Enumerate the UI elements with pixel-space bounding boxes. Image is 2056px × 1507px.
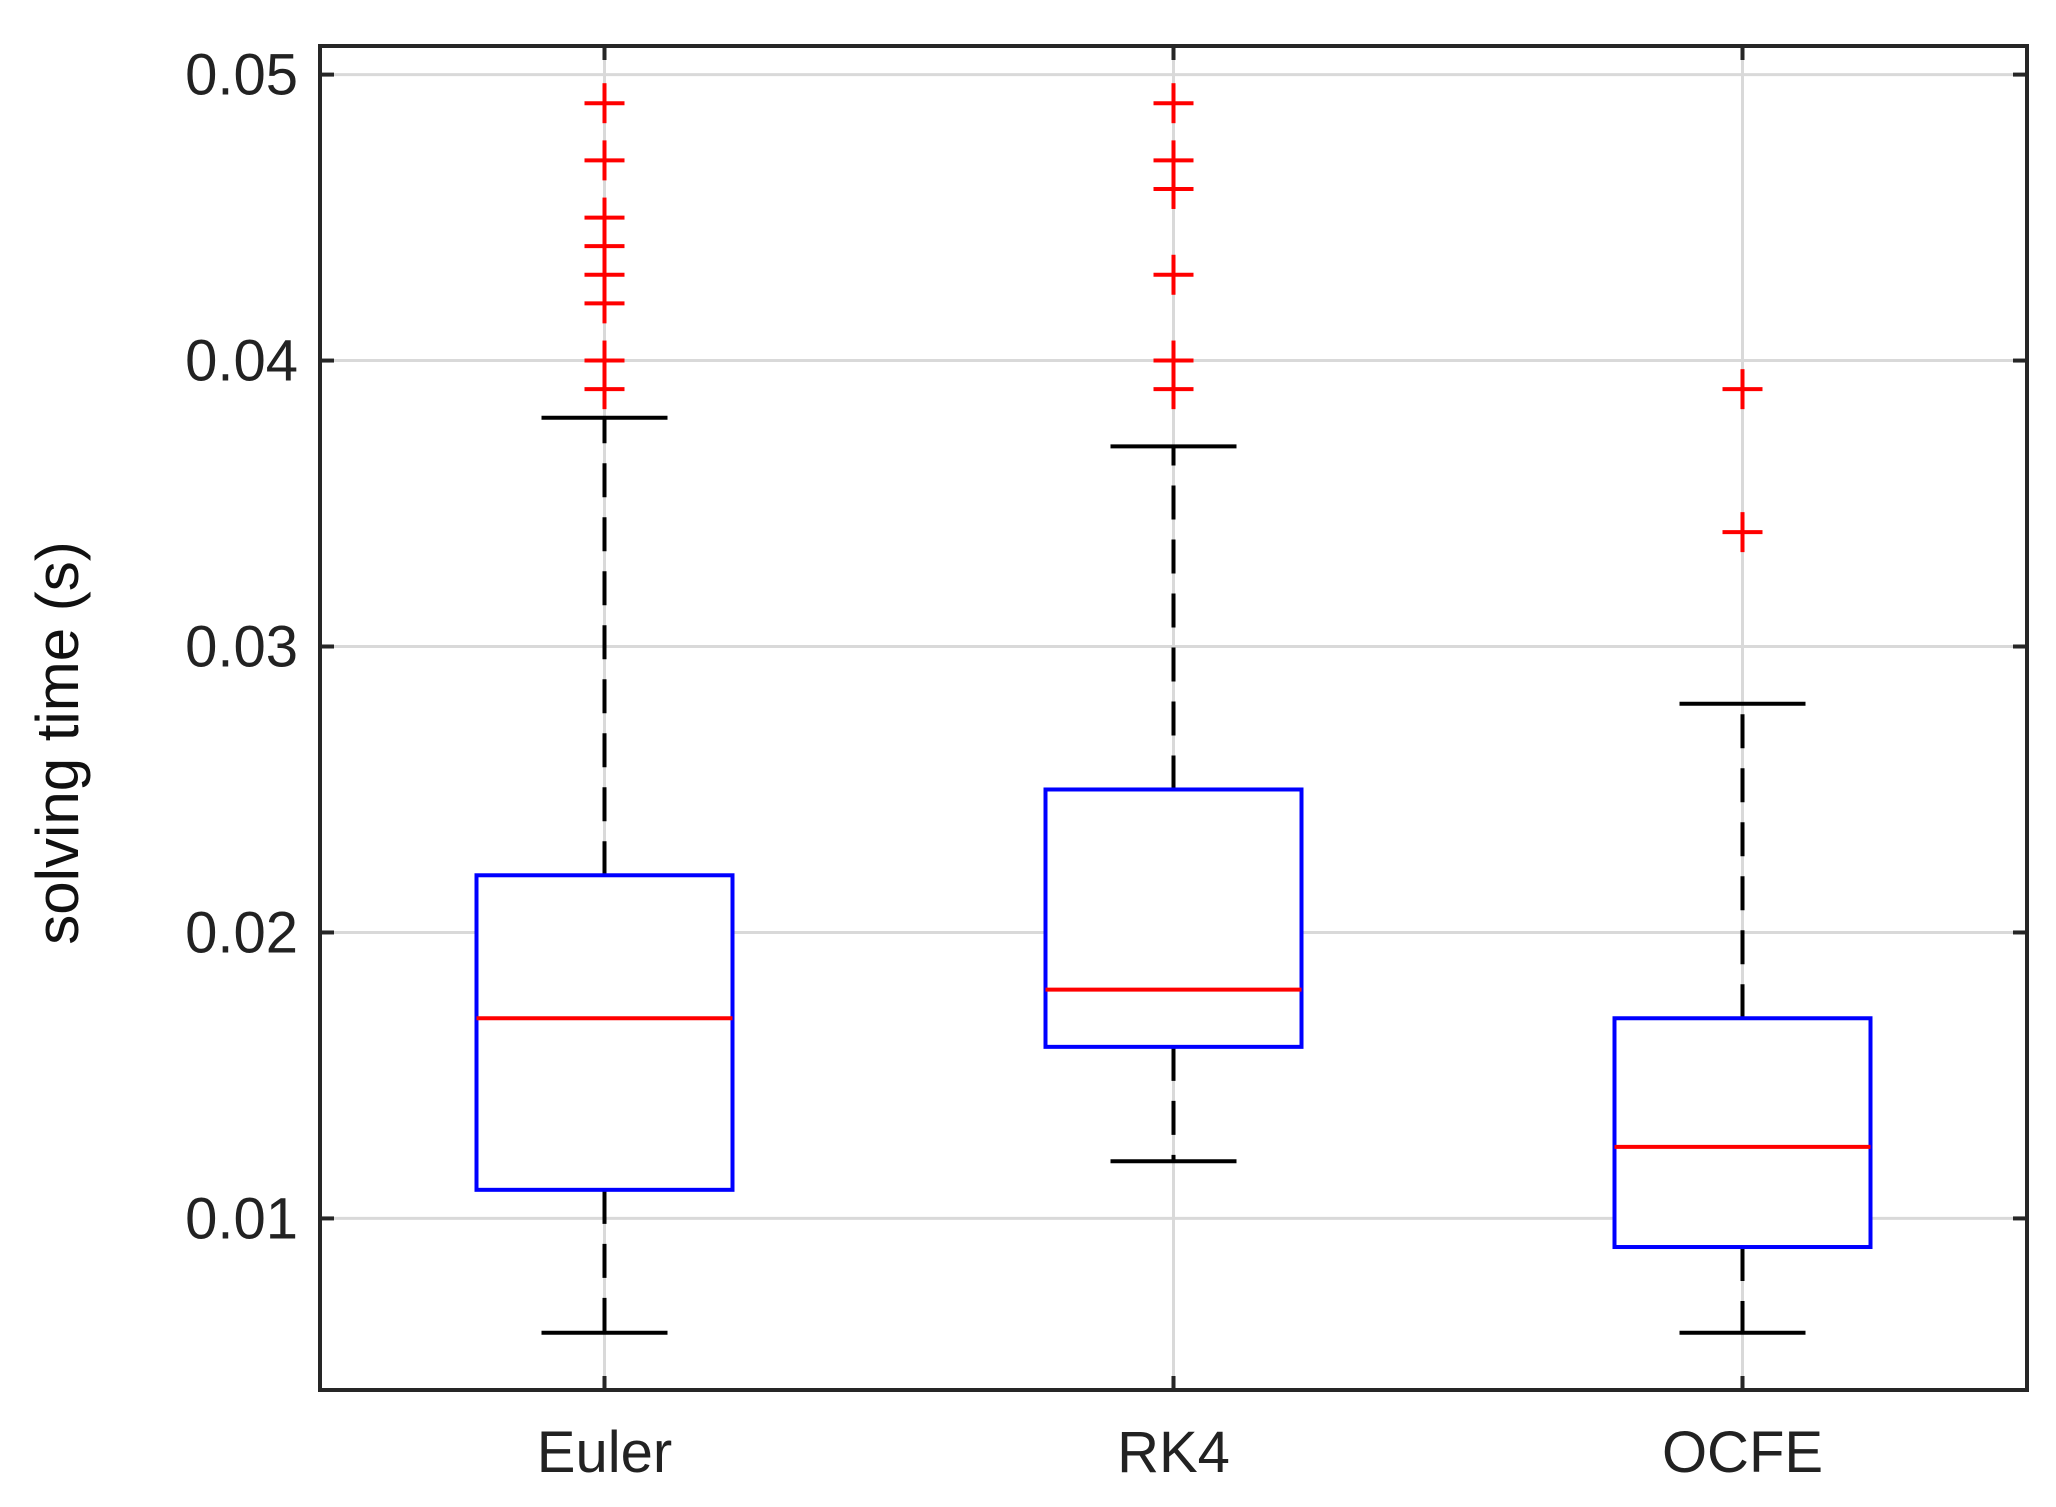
y-axis-title-group: solving time (s) [24, 541, 91, 944]
outlier-marker [584, 83, 625, 124]
y-axis-title: solving time (s) [24, 541, 91, 944]
x-tick-label: RK4 [1117, 1420, 1230, 1485]
y-tick-label: 0.04 [185, 329, 298, 394]
x-tick-label: Euler [537, 1420, 672, 1485]
outlier-marker [1722, 512, 1763, 553]
outlier-marker [1153, 83, 1194, 124]
box-group-ocfe [1612, 369, 1873, 1335]
outlier-marker [584, 197, 625, 238]
box-plots [474, 83, 1873, 1335]
outlier-marker [1153, 140, 1194, 181]
y-tick-label: 0.05 [185, 43, 298, 108]
outlier-marker [1153, 254, 1194, 295]
y-tick-label: 0.02 [185, 900, 298, 965]
outlier-marker [584, 140, 625, 181]
iqr-box [1612, 1016, 1873, 1250]
box-group-rk4 [1043, 83, 1304, 1164]
iqr-box [474, 873, 735, 1192]
x-tick-label: OCFE [1662, 1420, 1823, 1485]
y-tick-label: 0.01 [185, 1186, 298, 1251]
y-tick-label: 0.03 [185, 615, 298, 680]
outlier-marker [1722, 369, 1763, 410]
box-group-euler [474, 83, 735, 1335]
iqr-box [1043, 787, 1304, 1049]
axis-ticks: 0.01 0.02 0.03 0.04 0.05 Euler RK4 OCFE [185, 43, 2027, 1485]
outlier-marker [584, 340, 625, 381]
outlier-marker [1153, 340, 1194, 381]
